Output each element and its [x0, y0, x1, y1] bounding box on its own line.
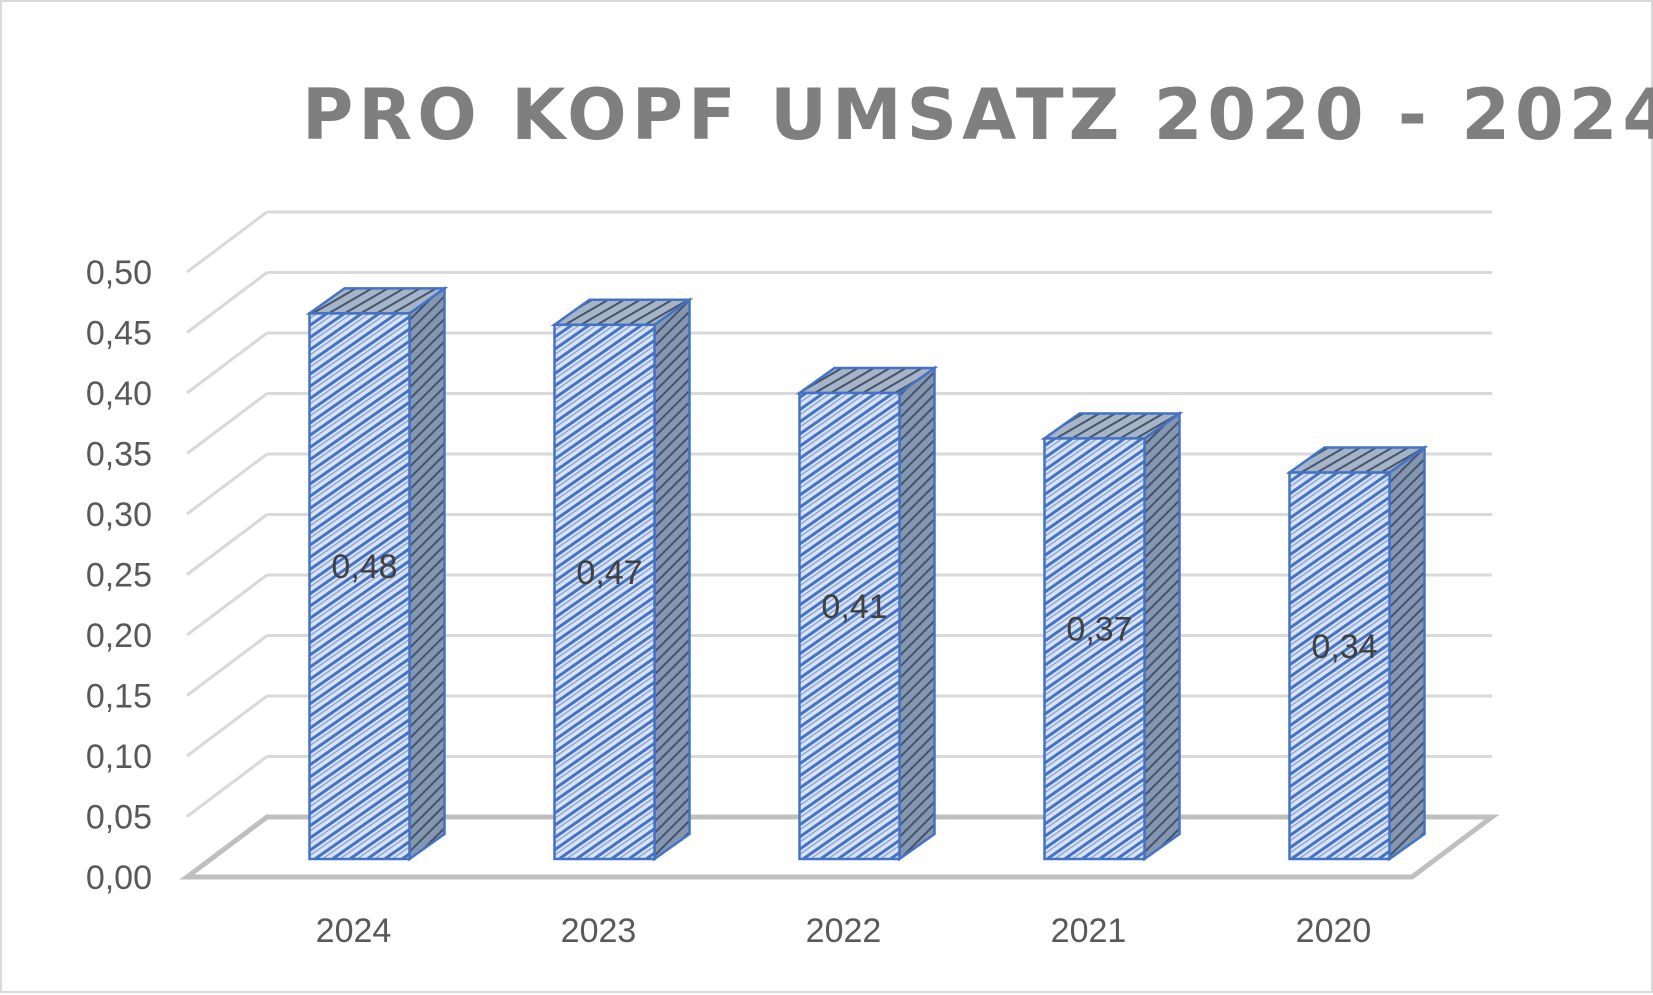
- y-tick-label: 0,20: [86, 617, 152, 655]
- gridline-diagonal: [186, 452, 268, 516]
- gridline-diagonal: [186, 210, 268, 274]
- bar-front: [798, 391, 901, 861]
- y-tick-label: 0,40: [86, 375, 152, 413]
- gridline-diagonal: [186, 573, 268, 637]
- y-tick-label: 0,00: [86, 859, 152, 897]
- bar-side: [1388, 445, 1426, 862]
- bar-front: [553, 323, 656, 861]
- bar-front: [1288, 471, 1391, 861]
- bar-side: [898, 365, 936, 862]
- gridline-diagonal: [186, 755, 268, 818]
- y-tick-label: 0,15: [86, 678, 152, 716]
- y-axis-ticks: 0,00 0,05 0,10 0,15 0,20 0,25 0,30 0,35 0,40 0,45…: [86, 254, 152, 897]
- y-tick-label: 0,05: [86, 799, 152, 837]
- bar-front: [308, 312, 411, 861]
- gridline-diagonal: [186, 634, 268, 697]
- x-tick-label: 2020: [1296, 912, 1372, 950]
- data-label: 0,47: [576, 554, 642, 592]
- chart-floor: [179, 814, 1500, 880]
- y-tick-label: 0,45: [86, 315, 152, 353]
- bar-2024: [305, 285, 449, 862]
- gridline-diagonal: [186, 694, 268, 758]
- y-tick-label: 0,35: [86, 436, 152, 474]
- bar-front: [1043, 437, 1146, 861]
- bar-side: [1143, 411, 1181, 862]
- x-tick-label: 2024: [316, 912, 392, 950]
- bar-2020: [1285, 445, 1429, 862]
- x-tick-label: 2021: [1051, 912, 1127, 950]
- gridline-diagonal: [186, 392, 268, 455]
- y-tick-label: 0,50: [86, 254, 152, 292]
- gridline-diagonal: [186, 513, 268, 576]
- chart-title: PRO KOPF UMSATZ 2020 - 2024: [302, 74, 1653, 156]
- data-label: 0,48: [331, 548, 397, 586]
- bar-side: [653, 297, 691, 862]
- gridline-diagonal: [186, 271, 268, 334]
- y-tick-label: 0,25: [86, 557, 152, 595]
- x-axis-ticks: 2024 2023 2022 2021 2020: [316, 912, 1372, 950]
- floor-outline: [179, 814, 1500, 880]
- data-label: 0,34: [1311, 628, 1377, 666]
- x-tick-label: 2022: [806, 912, 882, 950]
- data-label: 0,41: [821, 588, 887, 626]
- bar-side: [408, 285, 446, 862]
- bar-2022: [795, 365, 939, 862]
- gridline-diagonal: [186, 331, 268, 395]
- x-tick-label: 2023: [561, 912, 637, 950]
- data-labels: 0,48 0,47 0,41 0,37 0,34: [331, 548, 1377, 666]
- bars: [305, 285, 1429, 862]
- bar-2021: [1040, 411, 1184, 862]
- data-label: 0,37: [1066, 611, 1132, 649]
- y-tick-label: 0,10: [86, 738, 152, 776]
- bar-2023: [550, 297, 694, 862]
- y-tick-label: 0,30: [86, 496, 152, 534]
